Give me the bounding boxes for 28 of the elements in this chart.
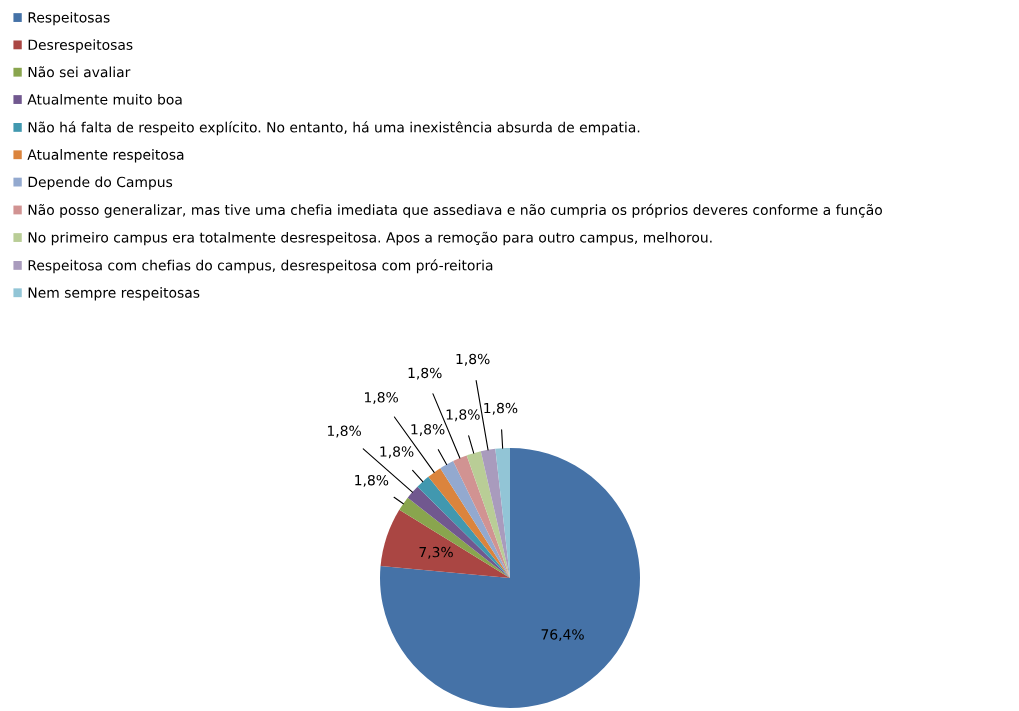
data-label: 1,8% — [380, 446, 414, 459]
data-label: 1,8% — [411, 423, 445, 436]
pie-slice — [480, 448, 510, 578]
pie-slice — [466, 451, 510, 578]
data-label: 1,8% — [408, 367, 442, 380]
data-label: 1,8% — [355, 474, 389, 487]
legend-label: Nem sempre respeitosas — [28, 287, 200, 301]
data-label: 1,8% — [365, 392, 398, 404]
data-label: 1,8% — [456, 353, 490, 366]
legend-label: No primeiro campus era totalmente desrespeitosa. Apos a remoção para outro campus, melhorou. — [28, 231, 712, 246]
legend-label: Respeitosas — [28, 11, 110, 26]
data-label: 7,3% — [419, 546, 453, 559]
legend-label: Não sei avaliar — [28, 66, 131, 78]
legend-label: Atualmente respeitosa — [27, 149, 184, 163]
legend-label: Desrespeitosas — [28, 39, 133, 53]
data-label: 1,8% — [446, 409, 480, 422]
data-label: 76,4% — [541, 629, 584, 642]
pie-slice — [453, 455, 510, 578]
legend-label: Atualmente muito boa — [27, 93, 182, 105]
legend-label: Depende do Campus — [28, 176, 173, 190]
pie-slice — [380, 509, 510, 578]
pie-slice — [417, 476, 510, 578]
legend-label: Respeitosa com chefias do campus, desrespeitosa com pró-reitoria — [28, 259, 493, 274]
legend-label: Não posso generalizar, mas tive uma chefia imediata que assediava e não cumpria os próprios deveres conforme a função — [28, 203, 882, 218]
data-label: 1,8% — [327, 425, 361, 438]
legend-label: Não há falta de respeito explícito. No entanto, há uma inexistência absurda de empatia. — [28, 121, 640, 136]
pie-slice — [399, 497, 510, 578]
data-label: 1,8% — [484, 402, 518, 415]
